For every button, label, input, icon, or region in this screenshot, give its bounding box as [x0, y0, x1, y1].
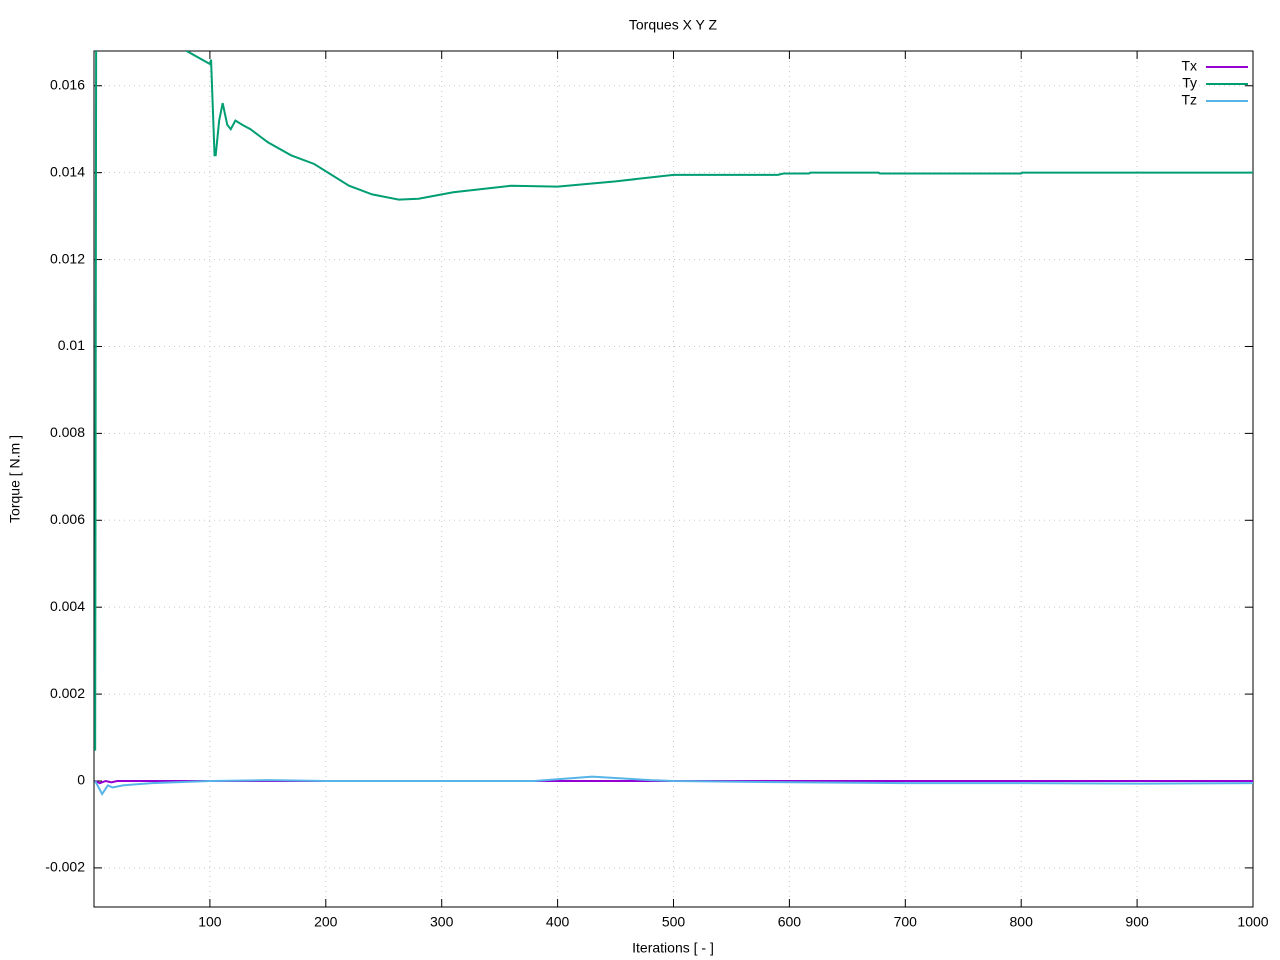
y-axis-label: Torque [ N.m ]: [7, 435, 23, 523]
legend-label: Ty: [1182, 75, 1197, 91]
y-tick-label: 0.008: [50, 424, 85, 440]
x-tick-label: 600: [778, 914, 802, 930]
x-axis-label: Iterations [ - ]: [632, 940, 714, 956]
data-line: [94, 775, 1253, 796]
y-tick-label: 0.012: [50, 250, 85, 266]
legend-label: Tz: [1181, 92, 1197, 108]
data-line: [94, 51, 1253, 751]
y-tick-label: 0.014: [50, 163, 85, 179]
y-tick-label: 0.004: [50, 598, 85, 614]
y-tick-label: 0.016: [50, 76, 85, 92]
x-tick-label: 300: [430, 914, 454, 930]
plot-frame: [93, 50, 1254, 908]
x-tick-label: 100: [198, 914, 222, 930]
y-tick-label: 0: [77, 772, 85, 788]
y-tick-label: 0.006: [50, 511, 85, 527]
legend-label: Tx: [1181, 58, 1197, 74]
x-tick-label: 400: [546, 914, 570, 930]
x-tick-label: 1000: [1237, 914, 1268, 930]
chart-title: Torques X Y Z: [629, 17, 718, 33]
x-tick-label: 200: [314, 914, 338, 930]
y-tick-label: 0.01: [58, 337, 85, 353]
x-tick-label: 500: [662, 914, 686, 930]
plot-area: [94, 51, 1253, 796]
x-tick-label: 800: [1010, 914, 1034, 930]
x-tick-label: 700: [894, 914, 918, 930]
x-tick-label: 900: [1125, 914, 1149, 930]
y-tick-label: 0.002: [50, 685, 85, 701]
y-tick-label: -0.002: [45, 859, 85, 875]
